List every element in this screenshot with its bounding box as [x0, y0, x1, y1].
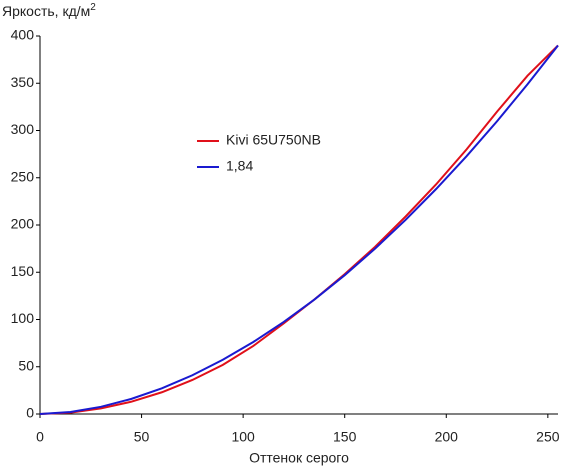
x-tick-label: 150: [333, 429, 357, 445]
series-line: [39, 44, 559, 415]
y-tick-label: 100: [11, 310, 35, 326]
series-line: [39, 44, 559, 415]
y-axis-label-text: Яркость, кд/м: [2, 3, 90, 19]
y-tick-label: 50: [18, 357, 34, 373]
y-tick-label: 200: [11, 216, 35, 232]
x-tick-label: 50: [134, 429, 150, 445]
legend-label: 1,84: [226, 158, 253, 174]
x-tick-label: 0: [36, 429, 44, 445]
y-tick-label: 350: [11, 74, 35, 90]
y-tick-label: 400: [11, 27, 35, 43]
y-tick-label: 150: [11, 263, 35, 279]
y-axis-label: Яркость, кд/м2: [2, 2, 96, 19]
x-tick-label: 250: [536, 429, 560, 445]
x-tick-label: 200: [435, 429, 459, 445]
x-axis-label: Оттенок серого: [249, 450, 349, 466]
x-tick-label: 100: [231, 429, 255, 445]
y-tick-label: 250: [11, 168, 35, 184]
y-axis-label-sup: 2: [90, 2, 96, 13]
legend-label: Kivi 65U750NB: [226, 132, 321, 148]
y-tick-label: 0: [26, 405, 34, 421]
y-tick-label: 300: [11, 121, 35, 137]
